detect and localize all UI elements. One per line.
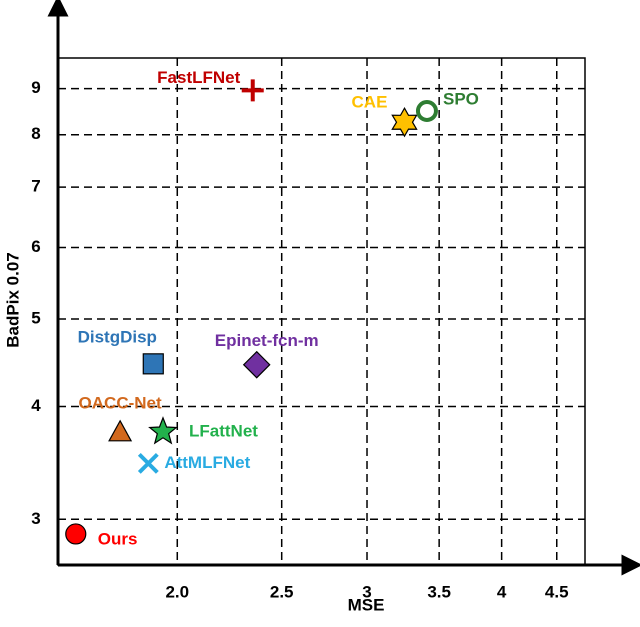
y-tick-label: 4 [31,396,41,415]
data-point [137,452,159,474]
y-tick-label: 5 [31,309,40,328]
data-point [148,416,178,445]
point-label: AttMLFNet [164,453,250,472]
point-label: Ours [98,529,138,548]
y-tick-label: 3 [31,509,40,528]
data-point [142,353,164,375]
point-label: DistgDisp [78,327,157,346]
point-label: FastLFNet [157,68,240,87]
x-tick-label: 4 [497,582,507,601]
point-label: Epinet-fcn-m [215,331,319,350]
data-point [242,350,271,379]
point-label: OACC-Net [79,393,162,412]
x-tick-label: 2.0 [165,582,189,601]
data-point [391,106,418,138]
point-label: SPO [443,89,479,108]
y-tick-label: 9 [31,78,40,97]
y-tick-label: 8 [31,124,40,143]
point-label: LFattNet [189,421,258,440]
y-axis-title: BadPix 0.07 [3,252,22,347]
x-tick-label: 4.5 [545,582,569,601]
x-tick-label: 3.5 [427,582,451,601]
point-label: CAE [352,93,388,112]
x-tick-label: 3 [362,582,371,601]
data-point [65,523,87,545]
x-axis-title: MSE [348,595,385,614]
y-tick-label: 6 [31,237,40,256]
data-point [108,419,133,442]
y-tick-label: 7 [31,177,40,196]
data-point [415,99,438,122]
data-point [241,79,264,102]
x-tick-label: 2.5 [270,582,294,601]
